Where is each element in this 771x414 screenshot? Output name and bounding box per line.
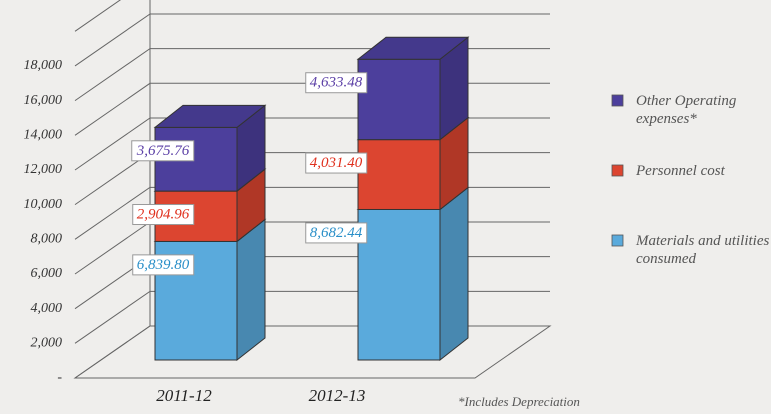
y-tick-label: 8,000 (31, 232, 63, 247)
bar (357, 139, 441, 210)
x-tick-label: 2012-13 (309, 386, 366, 405)
data-label-box (305, 152, 368, 174)
y-tick-label: 6,000 (31, 266, 63, 281)
bar-top (153, 104, 267, 128)
bar-side (439, 186, 469, 362)
x-tick-label: 2011-12 (156, 386, 212, 405)
footnote: *Includes Depreciation (458, 394, 580, 409)
bar-top (356, 36, 470, 60)
y-tick-label: 14,000 (24, 128, 63, 143)
data-label: 3,675.76 (136, 143, 190, 159)
data-label-box (131, 140, 195, 162)
grid-line (74, 325, 550, 379)
legend-label: Other Operating expenses* (636, 93, 737, 127)
data-label: 2,904.96 (137, 207, 190, 223)
legend-label: Personnel cost (636, 163, 725, 179)
y-tick-label: 2,000 (31, 336, 63, 351)
data-label: 8,682.44 (310, 225, 363, 241)
data-label-box (132, 254, 195, 276)
legend-swatch (611, 234, 624, 247)
y-tick-label: 18,000 (24, 58, 63, 73)
y-tick-label: 4,000 (31, 301, 63, 316)
y-tick-label: 12,000 (24, 162, 63, 177)
y-tick-label: 10,000 (24, 197, 63, 212)
bar-side (236, 218, 266, 362)
floor (73, 325, 552, 379)
bar (357, 58, 441, 141)
bar (357, 208, 441, 361)
y-tick-label: 16,000 (24, 93, 63, 108)
legend-swatch (611, 94, 624, 107)
grid-line (74, 0, 122, 32)
data-label: 4,633.48 (310, 75, 363, 91)
grid-line (74, 13, 550, 67)
y-tick-label: - (57, 370, 62, 385)
bar (154, 240, 238, 361)
data-label: 6,839.80 (137, 257, 190, 273)
data-label-box (305, 72, 368, 94)
grid-line (74, 290, 550, 344)
data-label: 4,031.40 (310, 155, 363, 171)
data-label-box (132, 204, 195, 226)
legend-label: Materials and utilities consumed (636, 233, 770, 267)
legend-swatch (611, 164, 624, 177)
data-label-box (305, 222, 368, 244)
